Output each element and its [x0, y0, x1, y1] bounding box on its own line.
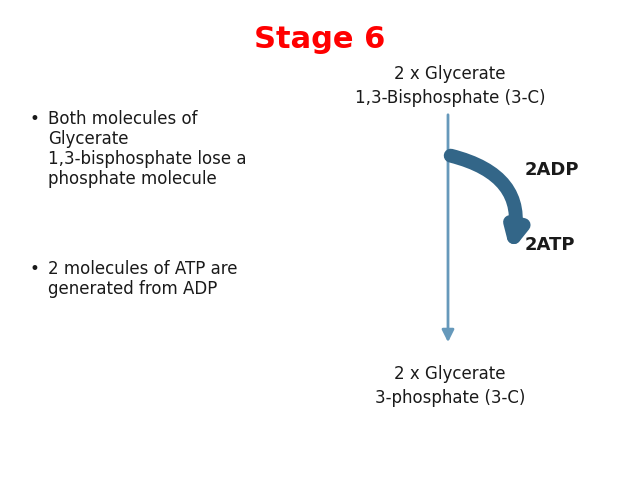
- Text: 2 molecules of ATP are: 2 molecules of ATP are: [48, 260, 237, 278]
- Text: 2ADP: 2ADP: [525, 161, 579, 179]
- Text: generated from ADP: generated from ADP: [48, 280, 218, 298]
- Text: •: •: [30, 260, 40, 278]
- Text: 2ATP: 2ATP: [525, 236, 575, 254]
- Text: •: •: [30, 110, 40, 128]
- Text: Both molecules of: Both molecules of: [48, 110, 198, 128]
- Text: 1,3-bisphosphate lose a: 1,3-bisphosphate lose a: [48, 150, 246, 168]
- Text: Glycerate: Glycerate: [48, 130, 129, 148]
- Text: 2 x Glycerate
3-phosphate (3-C): 2 x Glycerate 3-phosphate (3-C): [375, 365, 525, 407]
- Text: 2 x Glycerate
1,3-Bisphosphate (3-C): 2 x Glycerate 1,3-Bisphosphate (3-C): [355, 65, 545, 107]
- Text: Stage 6: Stage 6: [254, 25, 386, 54]
- Text: phosphate molecule: phosphate molecule: [48, 170, 217, 188]
